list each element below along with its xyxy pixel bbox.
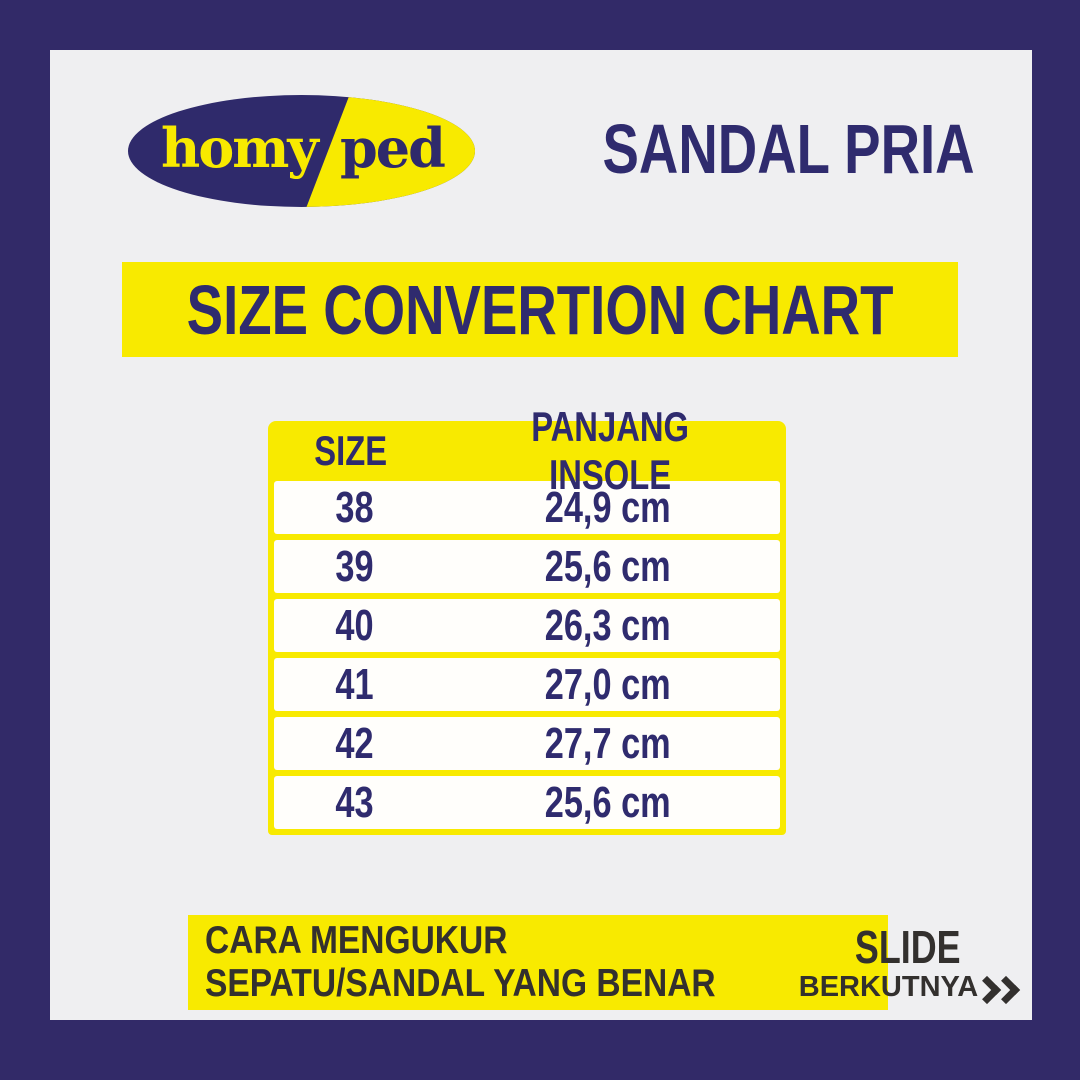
- size-cell: 38: [335, 482, 375, 532]
- size-cell: 42: [335, 718, 375, 768]
- header-insole: PANJANG INSOLE: [530, 403, 689, 498]
- size-cell: 41: [335, 659, 375, 709]
- insole-cell: 26,3 cm: [544, 600, 671, 650]
- measure-instruction: CARA MENGUKUR SEPATU/SANDAL YANG BENAR: [205, 920, 799, 1004]
- logo-text-ped: ped: [340, 115, 446, 180]
- insole-cell: 24,9 cm: [544, 482, 671, 532]
- card: homy ped SANDAL PRIA SIZE CONVERTION CHA…: [50, 50, 1032, 1020]
- product-category-label: SANDAL PRIA: [602, 110, 975, 188]
- next-label: BERKUTNYA: [798, 970, 979, 1003]
- insole-cell: 25,6 cm: [544, 777, 671, 827]
- insole-cell: 27,0 cm: [544, 659, 671, 709]
- table-row: 40 26,3 cm: [274, 599, 780, 652]
- measure-instruction-line2: SEPATU/SANDAL YANG BENAR: [205, 961, 716, 1005]
- size-cell: 39: [335, 541, 375, 591]
- slide-label: SLIDE: [854, 920, 961, 973]
- logo-text-homy: homy: [161, 115, 319, 180]
- size-cell: 43: [335, 777, 375, 827]
- double-chevron-icon: [992, 975, 1021, 1005]
- next-label-row: BERKUTNYA: [798, 970, 1021, 1005]
- table-row: 38 24,9 cm: [274, 481, 780, 534]
- table-header-row: SIZE PANJANG INSOLE: [268, 403, 786, 498]
- product-category-title: SANDAL PRIA: [550, 114, 1010, 184]
- slide-next-hint: SLIDE BERKUTNYA: [798, 920, 1021, 1005]
- insole-cell: 27,7 cm: [544, 718, 671, 768]
- measure-instruction-line1: CARA MENGUKUR: [205, 919, 508, 963]
- insole-cell: 25,6 cm: [544, 541, 671, 591]
- table-row: 39 25,6 cm: [274, 540, 780, 593]
- size-conversion-table: SIZE PANJANG INSOLE 38 24,9 cm 39 25,6 c…: [268, 403, 786, 835]
- table-row: 43 25,6 cm: [274, 776, 780, 829]
- homyped-logo: homy ped: [128, 95, 475, 207]
- table-body: 38 24,9 cm 39 25,6 cm 40 26,3 cm 41 27,0…: [268, 481, 786, 835]
- size-cell: 40: [335, 600, 375, 650]
- title-banner: SIZE CONVERTION CHART: [122, 262, 958, 357]
- footer-banner: CARA MENGUKUR SEPATU/SANDAL YANG BENAR S…: [188, 915, 1021, 1010]
- table-row: 41 27,0 cm: [274, 658, 780, 711]
- page-title: SIZE CONVERTION CHART: [186, 270, 894, 349]
- header-size: SIZE: [314, 427, 388, 474]
- table-row: 42 27,7 cm: [274, 717, 780, 770]
